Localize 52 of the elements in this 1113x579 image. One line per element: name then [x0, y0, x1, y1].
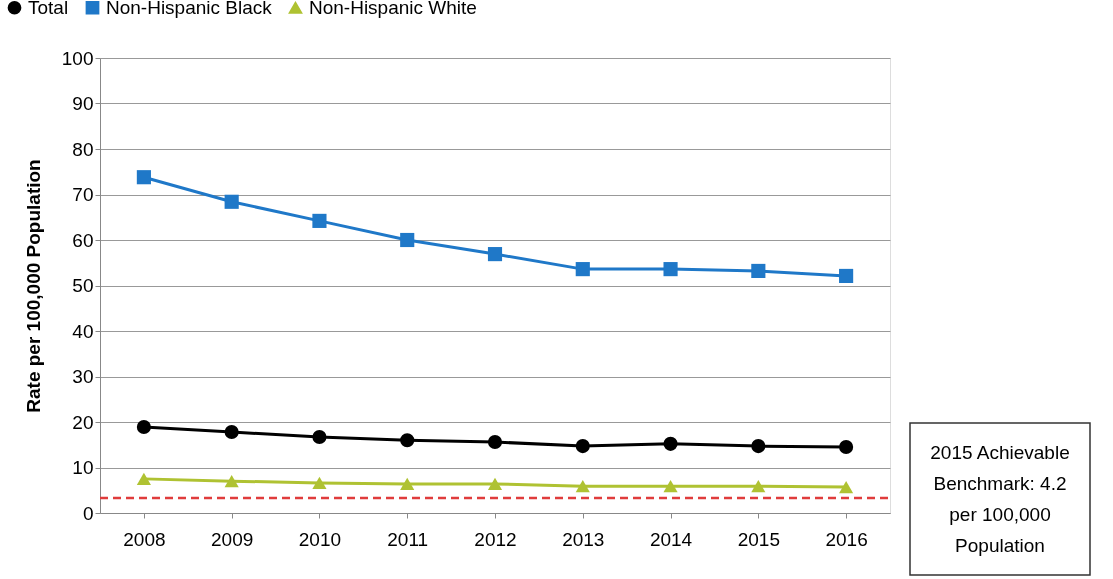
x-tick-label: 2016 — [825, 528, 868, 550]
legend-label: Non-Hispanic White — [309, 0, 477, 18]
point — [312, 476, 327, 490]
legend-label: Non-Hispanic Black — [106, 0, 273, 18]
point — [312, 429, 327, 445]
point — [663, 262, 678, 277]
x-tick-label: 2013 — [562, 528, 605, 550]
x-tick-label: 2010 — [298, 528, 342, 550]
y-tick-label: 20 — [72, 411, 94, 433]
y-tick-label: 60 — [72, 229, 94, 251]
point — [751, 480, 766, 493]
y-tick-label: 10 — [72, 457, 94, 478]
point — [663, 480, 678, 493]
y-tick-label: 100 — [61, 47, 94, 69]
point — [839, 268, 854, 284]
point — [136, 170, 151, 185]
point — [400, 232, 415, 248]
point — [224, 475, 239, 488]
point — [312, 213, 327, 228]
point — [136, 419, 151, 435]
point — [487, 247, 503, 262]
y-tick-label: 30 — [72, 366, 94, 387]
point — [575, 439, 590, 454]
point — [224, 424, 239, 440]
point — [839, 439, 854, 455]
y-tick-label: 80 — [72, 138, 94, 160]
point — [663, 436, 678, 451]
point — [400, 477, 415, 490]
point — [224, 194, 239, 209]
point — [575, 480, 590, 493]
point — [839, 480, 854, 494]
y-tick-label: 70 — [72, 184, 94, 205]
x-tick-label: 2012 — [474, 528, 517, 550]
point — [575, 262, 590, 277]
point — [400, 433, 415, 448]
x-tick-label: 2009 — [211, 528, 254, 550]
y-tick-label: 90 — [72, 93, 94, 114]
point — [136, 472, 151, 485]
point — [487, 477, 503, 490]
y-axis-title: Rate per 100,000 Population — [22, 159, 44, 413]
y-tick-label: 0 — [82, 502, 94, 524]
x-tick-label: 2015 — [737, 528, 780, 550]
point — [487, 434, 503, 450]
y-tick-label: 50 — [72, 275, 94, 296]
x-tick-label: 2011 — [387, 528, 429, 550]
text: 2015 Achievable Benchmark: 4.2 per 100,000 Population — [930, 441, 1070, 556]
point — [751, 263, 766, 279]
x-tick-label: 2008 — [123, 528, 166, 550]
x-tick-label: 2014 — [649, 528, 693, 550]
legend-label: Total — [28, 0, 69, 18]
y-tick-label: 40 — [72, 320, 94, 342]
point — [751, 439, 766, 454]
